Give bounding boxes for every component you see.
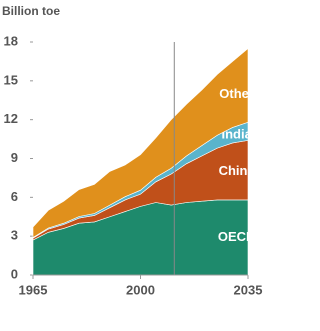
series-label: OECD [218, 229, 256, 244]
chart: Billion toe 0 3 6 9 12 15 18 1965 2000 2035 OECD Ch… [2, 4, 263, 297]
chart-title: Billion toe [2, 4, 60, 18]
series-label: India [221, 127, 252, 142]
series-label: China [219, 163, 256, 178]
y-tick-label: 0 [11, 266, 18, 281]
x-tick-label: 2035 [234, 282, 263, 297]
series-label: Other [219, 86, 254, 101]
y-tick-label: 6 [11, 189, 18, 204]
y-tick-label: 15 [4, 72, 18, 87]
area [32, 47, 249, 238]
y-tick-label: 12 [4, 111, 18, 126]
x-tick-label: 1965 [19, 282, 48, 297]
x-tick-label: 2000 [126, 282, 155, 297]
y-tick-label: 18 [4, 33, 18, 48]
y-tick-label: 3 [11, 228, 18, 243]
y-tick-label: 9 [11, 150, 18, 165]
